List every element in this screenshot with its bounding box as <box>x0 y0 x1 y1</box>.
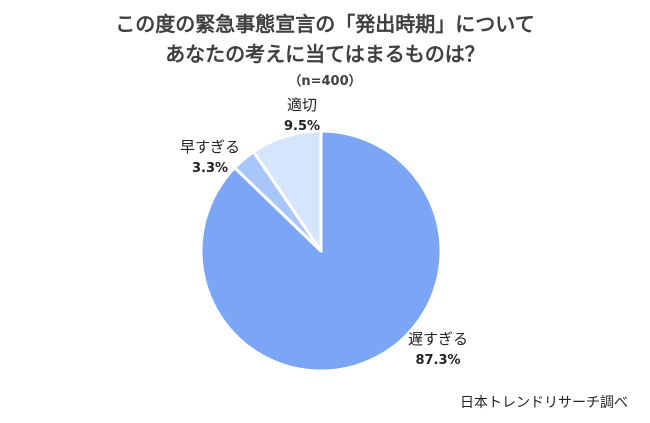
sample-size-note: （n=400） <box>288 74 362 89</box>
chart-title-line-2: あなたの考えに当てはまるものは？ <box>165 42 485 66</box>
pie-slice-3 <box>252 129 323 253</box>
slice-label-1: 遅すぎる <box>408 330 468 348</box>
slice-label-2: 早すぎる <box>180 138 240 156</box>
chart-title-line-1: この度の緊急事態宣言の「発出時期」について <box>115 12 535 36</box>
slice-label-3: 適切 <box>287 96 317 114</box>
source-credit: 日本トレンドリサーチ調べ <box>460 395 628 411</box>
slice-value-label-1: 87.3% <box>415 353 460 368</box>
slice-value-label-3: 9.5% <box>284 119 320 134</box>
slice-value-label-2: 3.3% <box>192 161 228 176</box>
